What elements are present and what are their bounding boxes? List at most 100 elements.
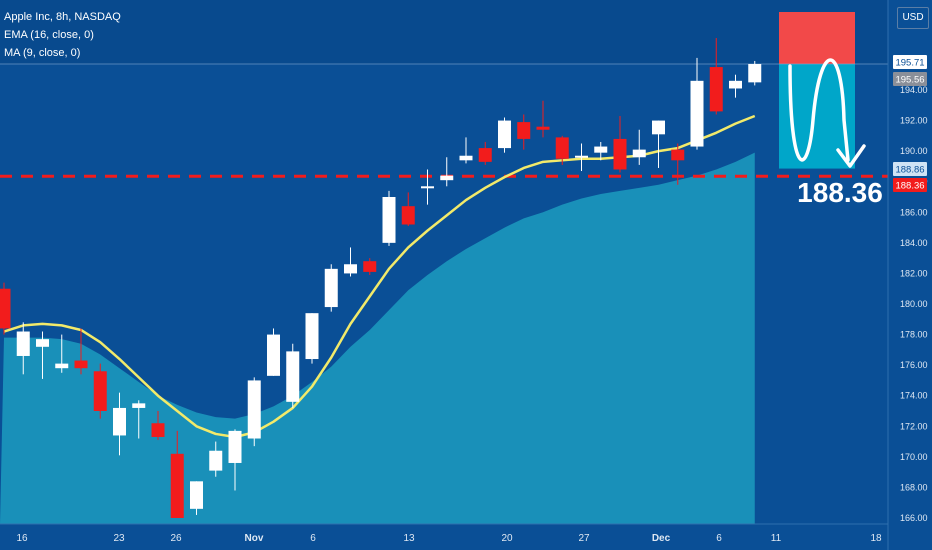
candle-body	[267, 334, 280, 376]
candle-body	[74, 360, 88, 369]
y-tick-label: 182.00	[900, 268, 928, 278]
candle	[421, 169, 434, 205]
projection-arrow-head	[836, 144, 866, 168]
candle-body	[151, 423, 165, 437]
x-tick-label: 6	[310, 533, 316, 544]
candle	[113, 392, 126, 456]
candle-body	[478, 148, 492, 162]
y-tick-label: 166.00	[900, 513, 928, 523]
price-label: 195.56	[893, 72, 927, 86]
candle-body	[16, 331, 30, 356]
candle	[478, 141, 492, 165]
price-label-text: 195.56	[895, 75, 924, 86]
x-tick-label: 26	[170, 533, 182, 544]
price-label-bg	[893, 72, 927, 86]
y-tick-label: 178.00	[900, 330, 928, 340]
candle-wick	[658, 120, 659, 168]
candle-body	[594, 146, 608, 153]
ema-line	[3, 114, 756, 439]
candle-body	[421, 186, 434, 189]
currency-button[interactable]: USD	[897, 7, 929, 29]
candle	[517, 114, 531, 150]
candle-body	[517, 122, 531, 139]
candle-wick	[350, 247, 351, 277]
candle	[170, 430, 184, 518]
candle-body	[498, 120, 511, 149]
candle-body	[286, 351, 300, 402]
ma-area-layer	[0, 152, 755, 524]
candle-body	[632, 149, 646, 158]
candle-body	[113, 407, 126, 436]
candle-wick	[677, 143, 679, 185]
candle	[748, 60, 762, 86]
candle	[440, 157, 454, 187]
candle	[498, 117, 511, 153]
candle-body	[363, 261, 377, 272]
candle	[536, 100, 550, 138]
candle-body	[324, 268, 338, 308]
candle	[363, 258, 377, 275]
candle	[190, 481, 203, 515]
candle	[709, 38, 723, 115]
candle	[132, 400, 146, 439]
candle-body	[132, 403, 146, 408]
candle	[671, 143, 685, 185]
candle	[382, 190, 396, 246]
candle	[36, 331, 49, 379]
candle-body	[170, 453, 184, 518]
legend-title: Apple Inc, 8h, NASDAQ	[4, 11, 121, 23]
candle-body	[748, 64, 762, 83]
y-tick-label: 194.00	[900, 85, 928, 95]
candle	[690, 57, 704, 150]
candle-body	[305, 313, 319, 360]
candle	[209, 441, 223, 477]
candle-body	[93, 371, 107, 411]
candle-wick	[61, 334, 63, 373]
candle-body	[459, 155, 473, 161]
price-label: 188.36	[893, 178, 927, 192]
y-tick-label: 180.00	[900, 299, 928, 309]
x-tick-label: 23	[113, 533, 125, 544]
price-label-text: 188.36	[895, 181, 924, 192]
candle-body	[190, 481, 203, 509]
candle	[93, 363, 107, 419]
price-label: 188.86	[893, 162, 927, 176]
price-label-layer: 195.71 195.56 188.86 188.36	[893, 55, 927, 192]
x-tick-label: 20	[501, 533, 513, 544]
x-tick-label: 16	[16, 533, 28, 544]
price-label-text: 195.71	[895, 58, 924, 69]
price-label-text: 188.86	[895, 165, 924, 176]
time-axis	[0, 524, 932, 550]
x-tick-label: 13	[403, 533, 415, 544]
ma-area	[0, 152, 755, 524]
candle	[16, 322, 30, 375]
candle-body	[55, 363, 69, 369]
candle-body	[209, 450, 223, 471]
price-label: 195.71	[893, 55, 927, 69]
x-tick-label: 27	[578, 533, 590, 544]
target-label: 188.36	[797, 177, 883, 208]
candle-body	[536, 126, 550, 130]
price-label-bg	[893, 55, 927, 69]
candle-body	[652, 120, 665, 135]
candle	[344, 247, 357, 277]
legend-ma: MA (9, close, 0)	[4, 47, 81, 59]
legend-ema: EMA (16, close, 0)	[4, 29, 94, 41]
projection-layer: 188.36	[0, 12, 888, 208]
chart-pane-top	[0, 0, 888, 64]
candle	[55, 334, 69, 373]
candle	[305, 313, 319, 364]
y-tick-label: 184.00	[900, 238, 928, 248]
x-tick-label: Dec	[652, 533, 671, 544]
candle-body	[382, 197, 396, 243]
candle-wick	[138, 400, 140, 439]
ema-layer	[3, 114, 756, 439]
candle	[267, 328, 280, 376]
x-tick-label: 11	[771, 533, 782, 544]
candle	[613, 115, 627, 173]
candle	[729, 74, 742, 98]
candle	[575, 143, 588, 172]
candle	[324, 264, 338, 312]
candle	[0, 282, 11, 335]
